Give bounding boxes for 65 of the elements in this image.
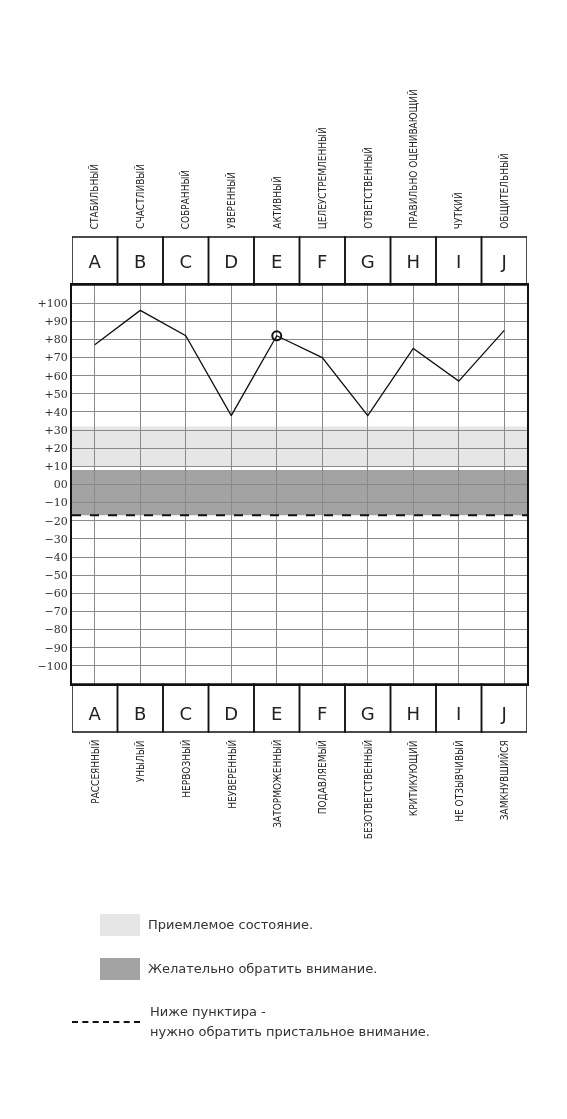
x-tick-label: A [88,251,102,273]
y-tick-label: +30 [44,423,68,437]
y-tick-label: −30 [44,532,68,546]
text: АКТИВНЫЙ [270,176,283,229]
x-tick-label: C [179,251,193,273]
y-tick-label: −40 [44,550,68,564]
y-tick-label: −70 [44,605,68,619]
ref-line-label: Ниже пунктира - нужно обратить пристальное внимание. [150,1003,430,1041]
text: СТАБИЛЬНЫЙ [88,164,101,230]
y-tick-label: −20 [44,514,68,528]
category-label: G [360,702,375,724]
text: СЧАСТЛИВЫЙ [133,164,146,229]
y-tick-label: +10 [44,460,68,474]
y-tick-label: +80 [44,333,68,347]
x-tick-label: I [456,251,462,273]
x-tick-label: H [406,251,421,273]
y-tick-label: −60 [44,587,68,601]
y-tick-label: −100 [37,659,68,673]
category-label: J [501,702,507,724]
text: РАССЕЯННЫЙ [88,739,101,804]
y-tick-label: −90 [44,641,68,655]
text: ЧУТКИЙ [452,192,465,230]
y-tick-label: +100 [37,296,68,310]
y-tick-label: −50 [44,569,68,583]
line-series [94,309,505,417]
text: УВЕРЕННЫЙ [224,172,237,229]
y-tick-label: −10 [44,496,68,510]
y-tick-label: +40 [44,405,68,419]
legend-label: Желательно обратить внимание. [148,960,378,979]
x-tick-label: J [500,251,507,273]
x-tick-label: B [134,251,147,273]
category-label: F [317,702,328,724]
text: ЗАТОРМОЖЕННЫЙ [270,739,283,828]
category-label: A [88,702,101,724]
y-tick-label: +20 [44,442,68,456]
x-tick-label: E [271,251,283,273]
text: СОБРАННЫЙ [179,169,192,230]
text: УНЫЛЫЙ [134,740,147,783]
legend-label: Приемлемое состояние. [148,916,314,935]
text: ЗАМКНУВШИЙСЯ [498,740,511,821]
category-label: H [406,702,421,724]
y-tick-label: +70 [44,351,68,365]
category-label: C [179,702,193,724]
text: НЕУВЕРЕННЫЙ [225,739,238,809]
x-tick-label: F [317,251,328,273]
text: ОБЩИТЕЛЬНЫЙ [497,153,510,229]
text: БЕЗОТВЕТСТВЕННЫЙ [362,739,375,840]
text: ПОДАВЛЯЕМЫЙ [316,739,329,815]
text: НЕ ОТЗЫВЧИВЫЙ [452,740,465,822]
category-label: I [456,702,462,724]
text: КРИТИКУЮЩИЙ [407,740,420,817]
x-tick-label: G [360,251,375,273]
category-label: D [224,702,239,724]
x-tick-label: D [224,251,239,273]
y-tick-label: +90 [44,315,68,329]
y-tick-label: +50 [44,387,68,401]
text: ЦЕЛЕУСТРЕМЛЕННЫЙ [316,127,329,230]
text: ПРАВИЛЬНО ОЦЕНИВАЮЩИЙ [406,89,419,229]
text: ОТВЕТСТВЕННЫЙ [361,146,374,229]
category-label: E [271,702,283,724]
text: НЕРВОЗНЫЙ [179,739,192,798]
y-tick-label: +60 [44,369,68,383]
y-tick-label: 00 [53,478,68,492]
y-tick-label: −80 [44,623,68,637]
category-label: B [134,702,147,724]
